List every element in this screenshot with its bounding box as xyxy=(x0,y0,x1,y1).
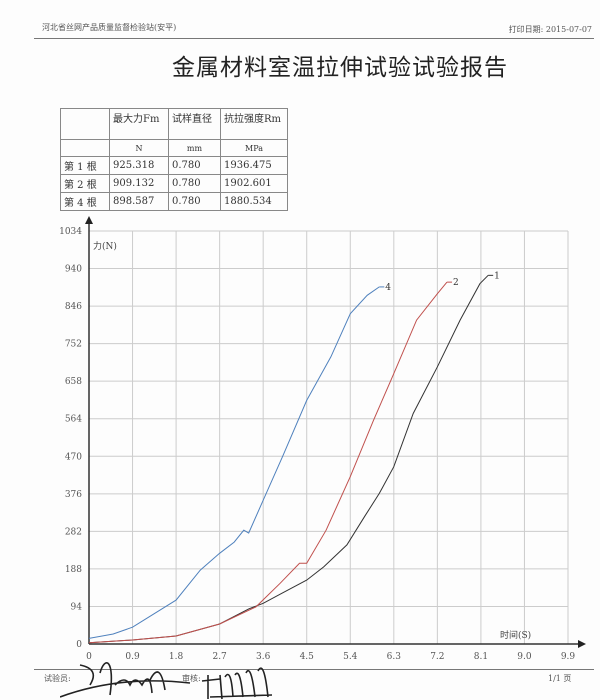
series-label: 4 xyxy=(385,283,391,293)
tester-label: 试验员: xyxy=(44,674,71,683)
y-tick-label: 940 xyxy=(65,265,82,275)
table-row: 第 4 根 898.587 0.780 1880.534 xyxy=(60,192,288,211)
y-tick-label: 846 xyxy=(65,302,82,312)
y-tick-label: 658 xyxy=(65,377,82,387)
x-axis-label: 时间(S) xyxy=(500,629,531,641)
print-date-value: 2015-07-07 xyxy=(545,25,592,34)
y-tick-label: 282 xyxy=(65,527,82,537)
reviewer-label: 审核: xyxy=(182,674,201,683)
x-tick-label: 2.7 xyxy=(212,652,227,662)
x-tick-label: 0.9 xyxy=(125,652,140,662)
x-tick-label: 1.8 xyxy=(169,652,184,662)
series-line-2 xyxy=(88,281,448,644)
page-title: 金属材料室温拉伸试验试验报告 xyxy=(172,55,508,81)
y-tick-label: 376 xyxy=(65,490,82,500)
y-tick-label: 1034 xyxy=(59,227,82,237)
series-line-4 xyxy=(88,286,380,639)
x-tick-label: 4.5 xyxy=(300,652,315,662)
series-label: 1 xyxy=(494,271,500,281)
signatures xyxy=(60,662,273,700)
x-tick-label: 0 xyxy=(86,652,92,662)
y-axis-arrow-icon xyxy=(85,216,93,224)
print-date-label: 打印日期: xyxy=(508,25,544,34)
y-tick-label: 188 xyxy=(65,565,82,575)
y-tick-label: 564 xyxy=(65,415,82,425)
series-label: 2 xyxy=(453,278,459,288)
results-table: 最大力Fm 试样直径 抗拉强度Rm N mm MPa 第 1 根 925.318 0… xyxy=(60,108,288,211)
cell: 0.780 xyxy=(168,192,221,211)
header-cell: 抗拉强度Rm xyxy=(220,108,288,140)
x-tick-label: 7.2 xyxy=(430,652,444,662)
footer-divider xyxy=(34,669,594,670)
x-tick-label: 6.3 xyxy=(387,652,402,662)
y-tick-label: 94 xyxy=(71,602,83,612)
x-tick-label: 9.0 xyxy=(517,652,532,662)
cell: 第 4 根 xyxy=(60,192,110,211)
x-tick-label: 9.9 xyxy=(561,652,576,662)
page-number: 1/1 页 xyxy=(548,674,572,683)
y-tick-label: 0 xyxy=(76,640,82,650)
x-tick-label: 5.4 xyxy=(343,652,358,662)
x-tick-label: 3.6 xyxy=(256,652,271,662)
org-name: 河北省丝网产品质量监督检验站(安平) xyxy=(42,23,177,32)
table-row: 第 1 根 925.318 0.780 1936.475 xyxy=(60,156,288,175)
header-cell: 最大力Fm xyxy=(109,108,169,140)
table-row: 第 2 根 909.132 0.780 1902.601 xyxy=(60,174,288,193)
cell: 1880.534 xyxy=(220,192,288,211)
header-divider xyxy=(34,38,594,39)
print-date: 打印日期: 2015-07-07 xyxy=(509,24,592,35)
x-tick-label: 8.1 xyxy=(474,652,488,662)
y-tick-label: 470 xyxy=(65,452,82,462)
table-unit-row: N mm MPa xyxy=(60,139,288,157)
series-line-1 xyxy=(88,274,489,644)
y-axis-label: 力(N) xyxy=(93,240,117,252)
x-axis-arrow-icon xyxy=(578,640,586,648)
y-tick-label: 752 xyxy=(65,340,82,350)
